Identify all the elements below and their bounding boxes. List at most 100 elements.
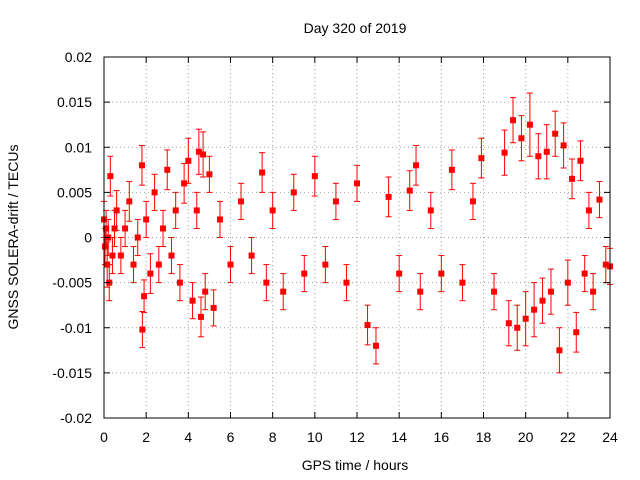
data-point [130, 261, 137, 268]
x-tick-label: 14 [391, 429, 407, 445]
data-point [560, 142, 567, 149]
data-point [427, 207, 434, 214]
y-tick-label: -0.015 [52, 365, 92, 381]
data-point [364, 322, 371, 329]
data-point [238, 198, 245, 205]
data-point [573, 329, 580, 336]
data-point [448, 166, 455, 173]
data-point [141, 293, 148, 300]
data-point [189, 297, 196, 304]
x-tick-label: 0 [100, 429, 108, 445]
data-point [438, 270, 445, 277]
data-point [155, 261, 162, 268]
y-tick-label: 0.015 [57, 94, 92, 110]
data-point [259, 169, 266, 176]
data-point [417, 288, 424, 295]
data-point [531, 306, 538, 313]
data-point [332, 198, 339, 205]
data-point [406, 187, 413, 194]
x-tick-label: 2 [142, 429, 150, 445]
data-point [552, 130, 559, 137]
x-tick-label: 10 [307, 429, 323, 445]
data-point [117, 252, 124, 259]
data-point [301, 270, 308, 277]
data-point [168, 252, 175, 259]
data-point [269, 207, 276, 214]
data-point [322, 261, 329, 268]
data-point [543, 148, 550, 155]
data-point [109, 252, 116, 259]
data-point [210, 304, 217, 311]
ticks: 0 2 4 6 8 10 12 14 16 18 20 22 24-0.02-0.015-0.01-0.… [52, 49, 618, 445]
data-point [518, 135, 525, 142]
data-point [263, 279, 270, 286]
x-tick-label: 18 [476, 429, 492, 445]
x-tick-label: 22 [560, 429, 576, 445]
data-point [122, 225, 129, 232]
data-point [526, 121, 533, 128]
x-tick-label: 4 [184, 429, 192, 445]
data-point [547, 288, 554, 295]
data-point [134, 234, 141, 241]
data-point [216, 216, 223, 223]
data-point [280, 288, 287, 295]
data-point [569, 175, 576, 182]
data-point [197, 313, 204, 320]
x-tick-label: 24 [602, 429, 618, 445]
data-point [343, 279, 350, 286]
data-point [172, 207, 179, 214]
grid-lines [104, 57, 610, 418]
data-point [195, 148, 202, 155]
data-point [176, 279, 183, 286]
data-point [577, 157, 584, 164]
data-point [514, 324, 521, 331]
data-point [290, 189, 297, 196]
data-point [469, 198, 476, 205]
data-point [107, 173, 114, 180]
y-tick-label: 0.01 [65, 139, 92, 155]
data-point [535, 153, 542, 160]
data-point [147, 270, 154, 277]
data-point [564, 279, 571, 286]
data-point [459, 279, 466, 286]
data-point [413, 162, 420, 169]
data-point [200, 151, 207, 158]
data-point [354, 180, 360, 187]
data-point [138, 162, 145, 169]
y-tick-label: -0.01 [60, 320, 92, 336]
data-point [248, 252, 255, 259]
data-point [193, 207, 200, 214]
data-point [181, 180, 188, 187]
data-point [202, 288, 209, 295]
data-point [206, 171, 213, 178]
data-point [581, 270, 588, 277]
data-point [160, 225, 167, 232]
y-tick-label: -0.02 [60, 410, 92, 426]
data-point [585, 207, 592, 214]
data-point [522, 315, 529, 322]
x-tick-label: 16 [434, 429, 450, 445]
data-point [539, 297, 546, 304]
data-point [126, 198, 133, 205]
data-point [602, 261, 609, 268]
data-point [478, 155, 485, 162]
data-point [185, 157, 192, 164]
data-point [372, 342, 379, 349]
x-tick-label: 12 [349, 429, 365, 445]
data-point [505, 320, 512, 327]
data-point [113, 207, 120, 214]
data-points [101, 92, 613, 374]
data-point [111, 225, 118, 232]
y-tick-label: 0.005 [57, 184, 92, 200]
data-point [491, 288, 498, 295]
data-point [501, 149, 508, 156]
data-point [103, 225, 110, 232]
x-axis-title: GPS time / hours [302, 457, 409, 473]
data-point [143, 216, 150, 223]
x-tick-label: 20 [518, 429, 534, 445]
x-tick-label: 6 [227, 429, 235, 445]
data-point [139, 326, 146, 333]
data-point [556, 347, 563, 354]
